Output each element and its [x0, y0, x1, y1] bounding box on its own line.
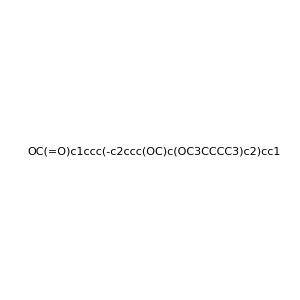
Text: OC(=O)c1ccc(-c2ccc(OC)c(OC3CCCC3)c2)cc1: OC(=O)c1ccc(-c2ccc(OC)c(OC3CCCC3)c2)cc1 — [27, 146, 280, 157]
